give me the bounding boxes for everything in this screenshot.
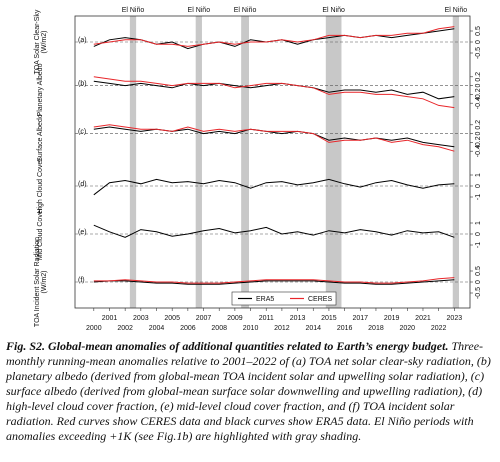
x-tick-label: 2005: [164, 315, 180, 322]
x-tick-label: 2011: [259, 315, 274, 322]
legend-label: ERA5: [256, 296, 274, 303]
x-tick-label: 2018: [368, 325, 384, 332]
y-tick-label: -1: [475, 242, 482, 248]
x-tick-label: 2003: [133, 315, 149, 322]
x-tick-label: 2004: [149, 325, 165, 332]
y-tick-label: -1: [475, 194, 482, 200]
y-axis-label: TOA Solar Clear-Sky(W/m2): [34, 9, 48, 74]
y-tick-label: 0: [475, 132, 482, 136]
series-line: [93, 80, 455, 100]
x-tick-label: 2022: [431, 325, 447, 332]
y-tick-label: 0.2: [475, 120, 482, 130]
y-tick-label: 0.5: [475, 26, 482, 36]
el-nino-shading: [241, 16, 249, 308]
series-line: [93, 277, 455, 284]
y-axis-label-line: Planetary Albedo: [37, 63, 44, 116]
y-axis-label: TOA Incident Solar Radiation(W/m2): [34, 237, 48, 327]
el-nino-label: El Niño: [234, 7, 257, 14]
y-axis-label-line: Surface Albedo: [37, 114, 44, 162]
x-tick-label: 2015: [321, 315, 337, 322]
el-nino-label: El Niño: [322, 7, 345, 14]
x-tick-label: 2014: [305, 325, 321, 332]
el-nino-shading: [195, 16, 202, 308]
x-tick-label: 2023: [447, 315, 463, 322]
x-tick-label: 2000: [86, 325, 102, 332]
legend-box: [231, 291, 337, 306]
el-nino-label: El Niño: [445, 7, 468, 14]
y-axis-label: Surface Albedo: [37, 114, 44, 162]
x-tick-label: 2010: [243, 325, 259, 332]
el-nino-label: El Niño: [188, 7, 211, 14]
panel-label: (c): [78, 128, 86, 135]
el-nino-shading: [325, 16, 342, 308]
caption-title: Fig. S2. Global-mean anomalies of additi…: [6, 339, 449, 353]
panel-label: (f): [78, 277, 85, 284]
series-line: [93, 76, 455, 109]
x-tick-label: 2006: [180, 325, 196, 332]
y-tick-label: -0.4: [475, 97, 482, 109]
panel-label: (b): [78, 80, 87, 87]
y-tick-label: -0.5: [475, 47, 482, 59]
x-tick-label: 2001: [102, 315, 118, 322]
y-axis-label-line: TOA Solar Clear-Sky: [34, 9, 41, 74]
y-axis-label-line: Mid Cloud Cover: [37, 207, 44, 260]
y-axis-label: Mid Cloud Cover: [37, 207, 44, 260]
el-nino-shading: [452, 16, 460, 308]
plot-frame: [74, 15, 471, 309]
y-tick-label: -0.2: [475, 88, 482, 100]
x-tick-label: 2009: [227, 315, 243, 322]
legend-label: CERES: [308, 296, 332, 303]
y-tick-label: -0.5: [475, 287, 482, 299]
x-tick-label: 2020: [400, 325, 416, 332]
panel-label: (d): [78, 181, 87, 188]
series-line: [93, 26, 455, 47]
series-line: [93, 124, 455, 152]
series-line: [93, 224, 455, 238]
x-tick-label: 2002: [117, 325, 133, 332]
x-tick-label: 2016: [337, 325, 353, 332]
x-tick-label: 2007: [196, 315, 212, 322]
y-tick-label: 0: [475, 280, 482, 284]
x-tick-label: 2012: [274, 325, 290, 332]
y-tick-label: 0: [475, 40, 482, 44]
chart: El Niño El Niño El Niño El Niño El Niño20002…: [34, 7, 482, 332]
el-nino-shading: [129, 16, 137, 308]
series-line: [93, 279, 455, 285]
y-tick-label: 0: [475, 84, 482, 88]
y-tick-label: 0.5: [475, 266, 482, 276]
x-tick-label: 2008: [211, 325, 227, 332]
y-tick-label: 1: [475, 221, 482, 225]
y-tick-label: 1: [475, 173, 482, 177]
y-tick-label: -0.4: [475, 145, 482, 157]
y-axis-label-line: (W/m2): [41, 271, 48, 294]
x-tick-label: 2013: [290, 315, 306, 322]
series-line: [93, 126, 455, 148]
x-tick-label: 2019: [384, 315, 400, 322]
series-line: [93, 28, 455, 50]
y-tick-label: 0: [475, 184, 482, 188]
series-line: [93, 178, 455, 196]
x-tick-label: 2017: [352, 315, 368, 322]
y-axis-label-line: TOA Incident Solar Radiation: [34, 237, 41, 327]
y-tick-label: 0.2: [475, 72, 482, 82]
y-axis-label: High Cloud Cover: [37, 158, 44, 214]
y-axis-label-line: (W/m2): [41, 31, 48, 54]
x-tick-label: 2021: [415, 315, 431, 322]
panel-label: (e): [78, 229, 87, 236]
caption: Fig. S2. Global-mean anomalies of additi…: [6, 339, 496, 444]
caption-body: Three-monthly running-mean anomalies rel…: [6, 339, 491, 443]
y-axis-label-line: High Cloud Cover: [37, 158, 44, 214]
y-tick-label: 0: [475, 232, 482, 236]
y-axis-label: Planetary Albedo: [37, 63, 44, 116]
panel-label: (a): [78, 37, 87, 44]
y-tick-label: -0.2: [475, 136, 482, 148]
el-nino-label: El Niño: [122, 7, 145, 14]
